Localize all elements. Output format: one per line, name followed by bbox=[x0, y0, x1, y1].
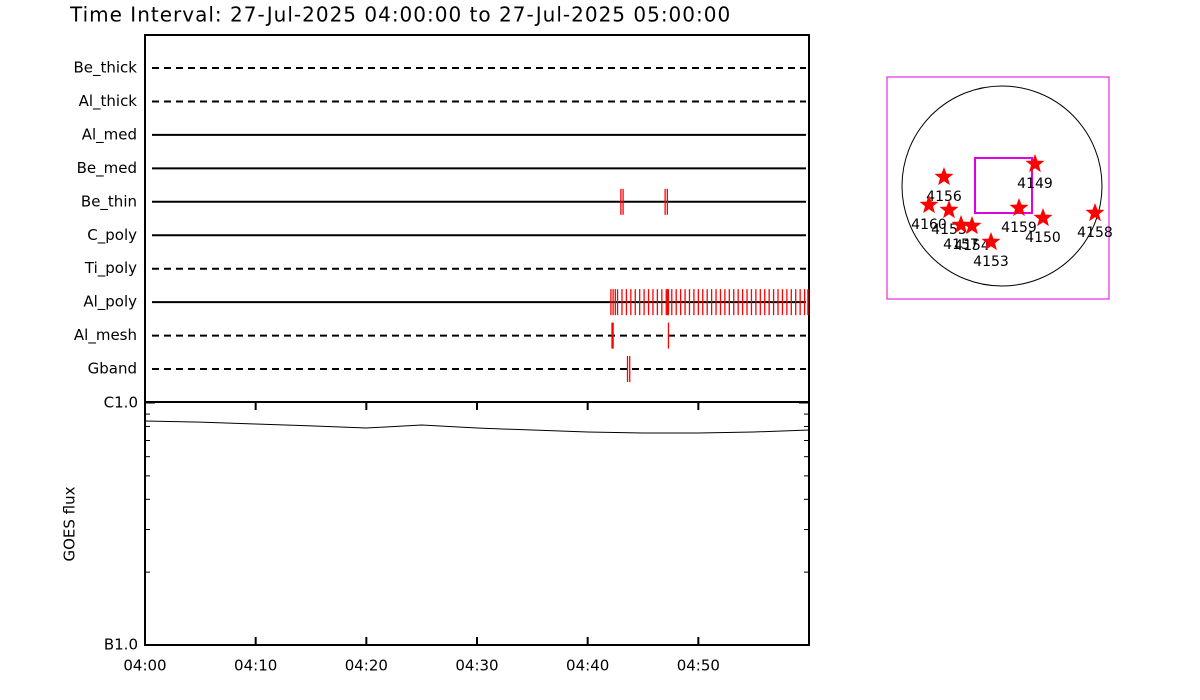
row-label: Al_med bbox=[82, 125, 137, 144]
region-label: 4149 bbox=[1017, 176, 1053, 192]
chart-title: Time Interval: 27-Jul-2025 04:00:00 to 2… bbox=[69, 3, 731, 27]
y-axis-label: GOES flux bbox=[61, 486, 79, 561]
row-label: Al_poly bbox=[83, 293, 137, 312]
region-label: 4160 bbox=[911, 217, 947, 233]
region-label: 4157 bbox=[943, 237, 979, 253]
row-label: Be_med bbox=[77, 159, 137, 178]
row-label: Be_thick bbox=[73, 59, 137, 78]
row-label: Gband bbox=[88, 360, 137, 378]
row-label: C_poly bbox=[87, 226, 137, 245]
active-region bbox=[951, 215, 971, 234]
region-label: 4159 bbox=[1001, 220, 1037, 236]
active-region bbox=[939, 200, 959, 219]
active-region bbox=[934, 167, 954, 186]
goes-frame bbox=[144, 401, 810, 646]
map-frame bbox=[886, 76, 1110, 300]
timeline-frame bbox=[144, 34, 810, 403]
x-tick-label: 04:00 bbox=[123, 657, 166, 675]
active-region bbox=[1025, 154, 1045, 173]
row-label: Al_thick bbox=[79, 92, 138, 111]
region-label: 4158 bbox=[1077, 225, 1113, 241]
goes-curve bbox=[144, 420, 810, 434]
row-label: Be_thin bbox=[81, 192, 137, 211]
x-tick-label: 04:30 bbox=[455, 657, 498, 675]
region-label: 4150 bbox=[1025, 230, 1061, 246]
x-tick-label: 04:40 bbox=[566, 657, 609, 675]
active-region bbox=[981, 232, 1001, 251]
row-label: Al_mesh bbox=[74, 326, 137, 345]
x-tick-label: 04:10 bbox=[234, 657, 277, 675]
active-region bbox=[962, 216, 982, 235]
field-of-view bbox=[974, 157, 1033, 214]
region-label: 4156 bbox=[926, 189, 962, 205]
y-tick-label: C1.0 bbox=[104, 394, 138, 412]
x-tick-label: 04:20 bbox=[345, 657, 388, 675]
active-region bbox=[919, 195, 939, 214]
active-region bbox=[1085, 203, 1105, 222]
active-region bbox=[1009, 198, 1029, 217]
active-region bbox=[1033, 208, 1053, 227]
region-label: 4154 bbox=[954, 238, 990, 254]
x-tick-label: 04:50 bbox=[677, 657, 720, 675]
row-label: Ti_poly bbox=[84, 259, 137, 278]
solar-disk bbox=[901, 85, 1103, 287]
region-label: 4153 bbox=[973, 254, 1009, 270]
y-tick-label: B1.0 bbox=[104, 636, 138, 654]
